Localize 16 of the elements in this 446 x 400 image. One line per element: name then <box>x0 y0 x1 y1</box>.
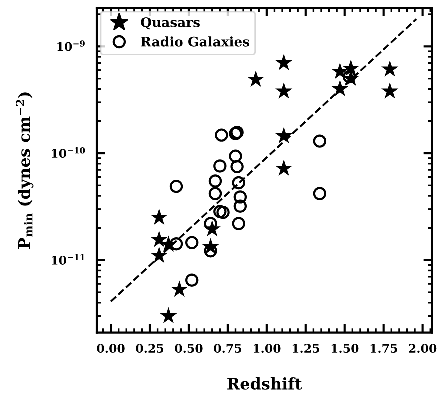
x-axis-title: Redshift <box>228 378 302 390</box>
x-tick-label: 2.00 <box>409 344 437 354</box>
x-tick-label: 1.75 <box>370 344 398 354</box>
y-tick-label: 10$^{−11}$ <box>52 254 85 265</box>
y-axis-title: P$_{min}$ (dynes cm$^{−2}$) <box>16 92 34 249</box>
x-tick-label: 1.25 <box>292 344 320 354</box>
x-tick-label: 0.25 <box>136 344 164 354</box>
x-tick-label: 1.00 <box>254 344 281 354</box>
x-tick-label: 0.00 <box>97 344 125 354</box>
y-tick-label: 10$^{−10}$ <box>52 147 86 158</box>
y-tick-label: 10$^{−9}$ <box>58 40 85 52</box>
x-tick-label: 1.50 <box>332 344 359 354</box>
legend-label: Quasars <box>141 17 200 30</box>
x-tick-label: 0.75 <box>214 344 242 354</box>
legend-label: Radio Galaxies <box>141 36 250 47</box>
x-tick-label: 0.50 <box>175 344 203 354</box>
